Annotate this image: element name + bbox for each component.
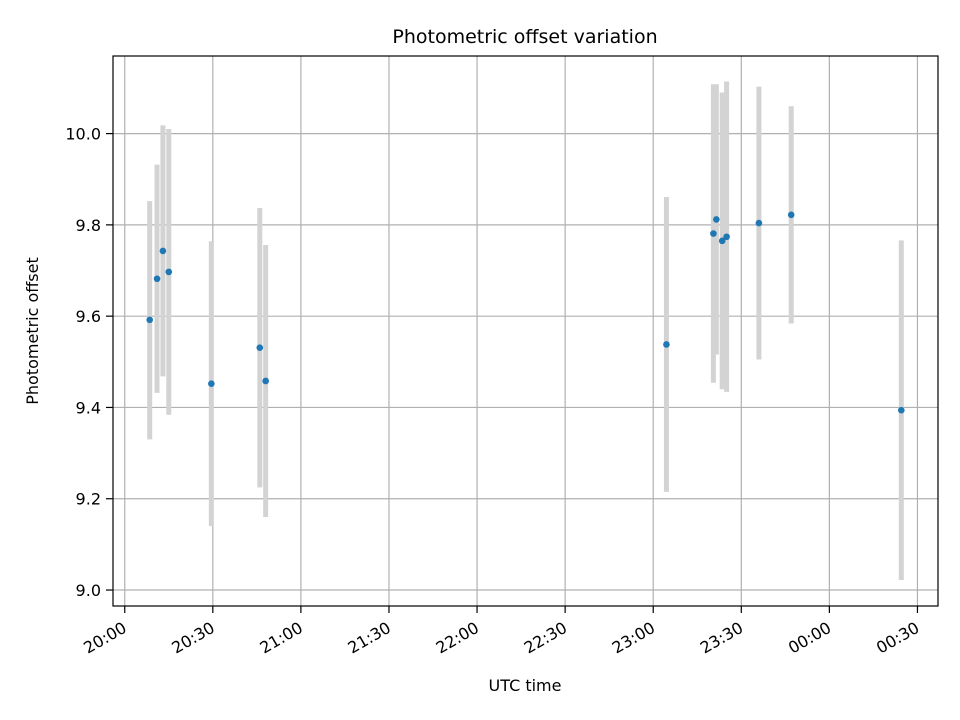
data-point: [146, 316, 153, 324]
y-axis: 9.0 9.2 9.4 9.6 9.8 10.0: [65, 125, 113, 600]
data-point: [153, 275, 161, 283]
data-point: [713, 216, 720, 223]
x-axis-label: UTC time: [489, 676, 562, 695]
data-point: [262, 377, 269, 385]
data-point: [898, 406, 905, 414]
data-point: [787, 211, 795, 219]
data-point: [723, 233, 730, 241]
x-tick-label: 23:00: [609, 618, 658, 658]
x-tick-label: 23:30: [697, 618, 746, 658]
data-point: [755, 219, 763, 227]
error-bars: [147, 81, 904, 580]
x-tick-label: 20:00: [80, 618, 129, 658]
y-axis-label: Photometric offset: [23, 257, 42, 405]
data-point: [663, 341, 670, 348]
x-tick-label: 00:30: [873, 618, 922, 658]
y-tick-label: 9.6: [76, 307, 101, 326]
x-tick-label: 20:30: [168, 618, 217, 658]
y-tick-label: 9.0: [76, 581, 101, 600]
x-tick-label: 21:30: [345, 618, 394, 658]
x-tick-label: 00:00: [785, 618, 834, 658]
y-tick-label: 9.8: [76, 216, 101, 235]
y-tick-label: 9.2: [76, 490, 101, 509]
data-point: [159, 247, 167, 255]
grid: [113, 56, 938, 606]
y-tick-label: 9.4: [76, 398, 101, 417]
data-point: [208, 380, 215, 388]
y-tick-label: 10.0: [65, 125, 101, 144]
data-point: [256, 344, 264, 351]
x-tick-label: 21:00: [256, 618, 305, 658]
data-point: [710, 230, 717, 237]
plot-frame: [112, 55, 939, 607]
chart-title: Photometric offset variation: [392, 26, 657, 48]
x-axis: 20:00 20:30 21:00 21:30 22:00 22:30 23:00 23:30…: [80, 606, 922, 658]
x-tick-label: 22:00: [433, 618, 482, 658]
x-tick-label: 22:30: [521, 618, 570, 658]
data-point: [165, 268, 173, 276]
data-point: [718, 237, 726, 245]
data-points: [146, 211, 905, 414]
